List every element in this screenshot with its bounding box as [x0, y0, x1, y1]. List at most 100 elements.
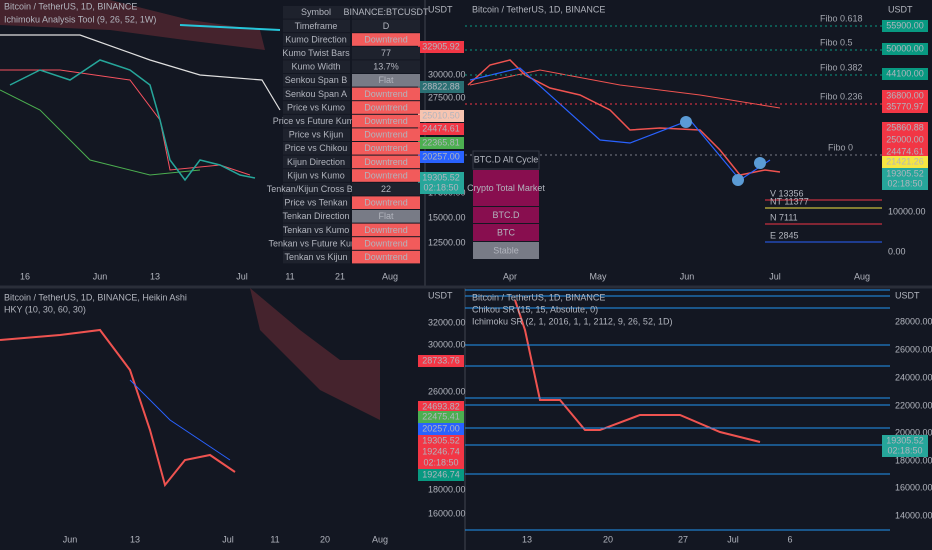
ichimoku-line — [0, 34, 281, 111]
cycle-item — [473, 224, 539, 241]
price-label: 28822.88 — [422, 81, 460, 91]
price-badge — [882, 156, 928, 168]
table-key: Tenkan vs Kijun — [284, 252, 347, 262]
table-value: 22 — [381, 184, 391, 194]
price-badge — [882, 90, 928, 102]
table-cell — [283, 169, 350, 182]
table-key: Senkou Span B — [285, 75, 348, 85]
price-path — [514, 299, 761, 443]
axis-label: 0.00 — [888, 246, 906, 256]
price-label: 36800.00 — [886, 90, 924, 100]
table-cell — [283, 6, 350, 19]
table-key: Price vs Future Kumo — [273, 116, 360, 126]
price-label: 02:18:50 — [423, 182, 458, 192]
table-cell — [352, 210, 420, 223]
table-value: 13.7% — [373, 62, 399, 72]
table-key: Senkou Span A — [285, 89, 347, 99]
axis-label: 12500.00 — [428, 237, 466, 247]
price-path — [0, 328, 236, 488]
table-cell — [283, 101, 350, 114]
price-label: 50000.00 — [886, 43, 924, 53]
table-cell — [283, 60, 350, 73]
price-label: 02:18:50 — [887, 445, 922, 455]
axis-label: 28000.00 — [895, 316, 932, 326]
table-cell — [352, 46, 420, 60]
table-cell — [283, 46, 350, 60]
table-value: Downtrend — [364, 130, 408, 140]
price-label: 44100.00 — [886, 68, 924, 78]
price-badge — [418, 137, 464, 149]
price-label: 19305.52 — [886, 168, 924, 178]
table-cell — [352, 19, 420, 33]
price-label: 19246.74 — [422, 446, 460, 456]
table-cell — [352, 250, 420, 264]
price-label: 24693.82 — [422, 401, 460, 411]
table-cell — [283, 155, 350, 169]
axis-unit: USDT — [895, 290, 920, 300]
axis-label: 24000.00 — [895, 372, 932, 382]
price-label: 28733.76 — [422, 355, 460, 365]
price-label: 21421.26 — [886, 156, 924, 166]
table-value: BINANCE:BTCUSDT — [343, 7, 429, 17]
fibo-label: Fibo 0.5 — [820, 37, 853, 47]
price-badge — [418, 151, 464, 163]
table-key: Kijun Direction — [287, 157, 345, 167]
table-cell — [352, 169, 420, 182]
time-label: 13 — [150, 271, 160, 281]
price-badge — [418, 401, 464, 413]
time-label: 21 — [335, 271, 345, 281]
price-badge — [418, 457, 464, 469]
table-cell — [283, 196, 350, 209]
chart-title: HKY (10, 30, 60, 30) — [4, 304, 86, 314]
price-label: 25860.88 — [886, 122, 924, 132]
price-label: 22475.41 — [422, 411, 460, 421]
time-label: Jun — [63, 534, 78, 544]
fibo-label: Fibo 0.236 — [820, 91, 863, 101]
table-cell — [283, 182, 350, 196]
price-label: 19246.74 — [422, 469, 460, 479]
time-label: Jul — [222, 534, 234, 544]
table-cell — [352, 33, 420, 46]
price-label: 24474.61 — [886, 146, 924, 156]
price-badge — [882, 122, 928, 134]
table-cell — [352, 155, 420, 169]
cycle-label: Crypto Total Market — [467, 183, 545, 193]
price-badge — [882, 146, 928, 158]
time-label: 20 — [320, 534, 330, 544]
fibo-label: Fibo 0 — [828, 142, 853, 152]
table-cell — [352, 114, 420, 128]
price-label: 19305.52 — [422, 435, 460, 445]
table-cell — [352, 74, 420, 87]
price-badge — [882, 178, 928, 190]
cycle-title: BTC.D Alt Cycle — [474, 154, 539, 164]
table-key: Tenkan vs Future Kumo — [268, 238, 363, 248]
axis-unit: USDT — [428, 4, 453, 14]
axis-label: 16000.00 — [895, 482, 932, 492]
cycle-label: Stable — [493, 245, 519, 255]
table-value: Downtrend — [364, 252, 408, 262]
time-label: May — [589, 271, 607, 281]
chart-title: Chikou SR (15, 15, Absolute, 0) — [472, 304, 598, 314]
table-value: Downtrend — [364, 34, 408, 44]
chart-title: Ichimoku Analysis Tool (9, 26, 52, 1W) — [4, 14, 156, 24]
table-cell — [352, 196, 420, 209]
cycle-label: BTC — [497, 227, 516, 237]
price-badge — [418, 446, 464, 458]
table-value: D — [383, 21, 390, 31]
axis-label: 14000.00 — [895, 510, 932, 520]
time-label: Apr — [503, 271, 517, 281]
table-cell — [283, 142, 350, 155]
table-key: Kumo Width — [291, 62, 340, 72]
price-label: 35770.97 — [886, 101, 924, 111]
price-badge — [882, 134, 928, 146]
indicator-line — [129, 379, 231, 461]
table-value: Downtrend — [364, 238, 408, 248]
table-key: Kumo Twist Bars — [282, 48, 350, 58]
cycle-item — [473, 207, 539, 223]
time-label: Jun — [680, 271, 695, 281]
price-label: 19305.52 — [886, 435, 924, 445]
table-cell — [352, 237, 420, 250]
price-badge — [418, 423, 464, 435]
price-badge — [882, 101, 928, 113]
